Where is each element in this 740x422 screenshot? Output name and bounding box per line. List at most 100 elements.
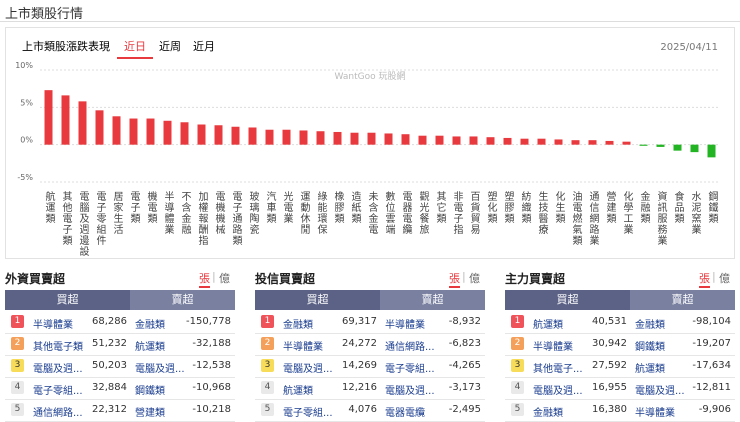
sell-name[interactable]: 電腦及週... (385, 386, 435, 397)
sell-name[interactable]: 鋼鐵類 (135, 386, 165, 397)
bar (197, 124, 206, 145)
table-row: 1 半導體業 68,286 金融類 -150,778 (5, 311, 235, 334)
x-tick-label: 不含金融 (179, 191, 191, 235)
sell-name[interactable]: 半導體業 (385, 320, 425, 331)
bar (265, 129, 274, 145)
x-tick-label: 電子零組件 (94, 191, 106, 246)
buy-name[interactable]: 通信網路... (33, 408, 83, 419)
x-tick-label: 電腦及週邊設 (77, 191, 89, 257)
rank-badge: 5 (11, 403, 24, 416)
buy-name[interactable]: 其他電子類 (33, 342, 83, 353)
tab[interactable]: 近周 (159, 40, 181, 53)
buy-name[interactable]: 其他電子... (533, 364, 583, 375)
chart: 上市類股漲跌表現 近日 近周 近月 2025/04/11 WantGoo 玩股網… (5, 27, 735, 259)
unit-toggle[interactable]: 張 (199, 270, 210, 288)
rank-badge: 5 (261, 403, 274, 416)
sell-name[interactable]: 鋼鐵類 (635, 342, 665, 353)
unit-toggle[interactable]: 張 (449, 270, 460, 288)
y-tick-label: 0% (20, 136, 33, 145)
sell-name[interactable]: 通信網路... (385, 342, 435, 353)
bar (639, 144, 648, 146)
x-tick-label: 塑膠類 (502, 191, 514, 224)
table-row: 4 航運類 12,216 電腦及週... -3,173 (255, 377, 485, 400)
buy-name[interactable]: 航運類 (283, 386, 313, 397)
table-row: 3 電腦及週... 50,203 電腦及週... -12,538 (5, 355, 235, 378)
x-tick-label: 金融類 (638, 190, 650, 224)
bar (520, 138, 529, 145)
y-tick-label: 5% (20, 98, 33, 107)
sell-name[interactable]: 半導體業 (635, 408, 675, 419)
buy-name[interactable]: 半導體業 (533, 342, 573, 353)
sell-name[interactable]: 航運類 (635, 364, 665, 375)
x-tick-label: 光電業 (281, 190, 293, 224)
unit-toggle[interactable]: 張 (699, 270, 710, 288)
sell-value: -19,207 (692, 338, 731, 349)
bar (435, 135, 444, 145)
table-row: 3 電腦及週... 14,269 電子零組... -4,265 (255, 355, 485, 378)
sell-value: -12,538 (192, 360, 231, 371)
buy-name[interactable]: 金融類 (283, 320, 313, 331)
page-title: 上市類股行情 (5, 7, 84, 22)
buy-name[interactable]: 電腦及週... (533, 386, 583, 397)
rank-badge: 3 (11, 359, 24, 372)
x-tick-label: 化學工業 (621, 190, 633, 235)
sell-name[interactable]: 電器電纜 (385, 408, 425, 419)
table-row: 4 電子零組... 32,884 鋼鐵類 -10,968 (5, 377, 235, 400)
unit-separator: | (462, 270, 466, 283)
table-title: 外資買賣超 (5, 272, 66, 286)
unit-toggle[interactable]: 億 (719, 272, 730, 285)
buy-name[interactable]: 半導體業 (283, 342, 323, 353)
column-header: 賣超 (380, 290, 485, 310)
unit-toggle[interactable]: 億 (469, 272, 480, 285)
x-tick-label: 電機機械 (213, 191, 225, 235)
bar (78, 101, 87, 145)
bar (690, 144, 699, 153)
bar (248, 127, 257, 145)
buy-name[interactable]: 金融類 (533, 408, 563, 419)
table-row: 5 金融類 16,380 半導體業 -9,906 (505, 399, 735, 422)
x-tick-label: 加權報酬指 (196, 191, 208, 246)
sell-name[interactable]: 金融類 (135, 320, 165, 331)
panel-border (5, 27, 735, 259)
y-tick-label: -5% (17, 173, 33, 182)
bar (231, 126, 240, 145)
x-tick-label: 化生類 (553, 190, 565, 224)
sell-value: -17,634 (692, 360, 731, 371)
buy-value: 40,531 (592, 316, 627, 327)
sell-name[interactable]: 航運類 (135, 342, 165, 353)
tab-underline (117, 57, 153, 59)
bar (180, 122, 189, 145)
sell-name[interactable]: 電子零組... (385, 364, 435, 375)
sell-name[interactable]: 金融類 (635, 320, 665, 331)
x-tick-label: 玻璃陶瓷 (247, 190, 259, 235)
buy-name[interactable]: 電子零組... (283, 408, 333, 419)
tab[interactable]: 近日 (124, 40, 146, 53)
bar (384, 133, 393, 145)
buy-name[interactable]: 電腦及週... (33, 364, 83, 375)
bar (554, 139, 563, 145)
x-tick-label: 綠能環保 (315, 191, 327, 235)
buy-name[interactable]: 電子零組... (33, 386, 83, 397)
bar (146, 118, 155, 145)
x-tick-label: 鋼鐵類 (706, 190, 718, 224)
buy-value: 27,592 (592, 360, 627, 371)
sell-name[interactable]: 電腦及週... (635, 386, 685, 397)
buy-name[interactable]: 航運類 (533, 320, 563, 331)
sell-name[interactable]: 電腦及週... (135, 364, 185, 375)
rank-badge: 4 (261, 381, 274, 394)
x-tick-label: 運動休閒 (298, 191, 310, 235)
buy-name[interactable]: 半導體業 (33, 320, 73, 331)
column-header: 賣超 (130, 290, 235, 310)
buy-name[interactable]: 電腦及週... (283, 364, 333, 375)
unit-toggle[interactable]: 億 (219, 272, 230, 285)
x-tick-label: 電器電纜 (400, 191, 412, 235)
rank-badge: 1 (511, 315, 524, 328)
bar (469, 136, 478, 145)
sell-name[interactable]: 營建類 (135, 408, 165, 419)
buy-value: 14,269 (342, 360, 377, 371)
tab[interactable]: 近月 (193, 40, 215, 53)
sell-value: -12,811 (692, 382, 731, 393)
bar (129, 118, 138, 145)
bar (588, 140, 597, 145)
column-header: 賣超 (630, 290, 735, 310)
